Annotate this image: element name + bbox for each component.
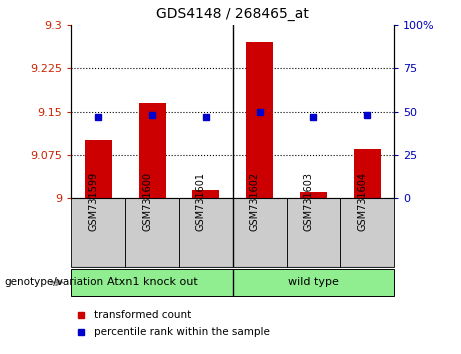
Bar <box>71 198 125 267</box>
Bar <box>246 42 273 198</box>
Bar <box>139 103 165 198</box>
Bar <box>233 269 394 296</box>
Text: GSM731599: GSM731599 <box>89 172 98 231</box>
Bar <box>125 198 179 267</box>
Text: GSM731603: GSM731603 <box>303 172 313 231</box>
Bar <box>193 189 219 198</box>
Bar <box>287 198 340 267</box>
Bar <box>354 149 381 198</box>
Bar <box>71 269 233 296</box>
Title: GDS4148 / 268465_at: GDS4148 / 268465_at <box>156 7 309 21</box>
Text: GSM731600: GSM731600 <box>142 172 152 231</box>
Text: GSM731601: GSM731601 <box>196 172 206 231</box>
Text: GSM731604: GSM731604 <box>357 172 367 231</box>
Text: Atxn1 knock out: Atxn1 knock out <box>107 277 197 287</box>
Text: GSM731602: GSM731602 <box>250 172 260 231</box>
Bar <box>85 141 112 198</box>
Text: transformed count: transformed count <box>94 310 191 320</box>
Bar <box>300 193 327 198</box>
Bar <box>233 198 287 267</box>
Bar <box>179 198 233 267</box>
Text: genotype/variation: genotype/variation <box>5 277 104 287</box>
Text: percentile rank within the sample: percentile rank within the sample <box>94 327 270 337</box>
Text: wild type: wild type <box>288 277 339 287</box>
Bar <box>340 198 394 267</box>
